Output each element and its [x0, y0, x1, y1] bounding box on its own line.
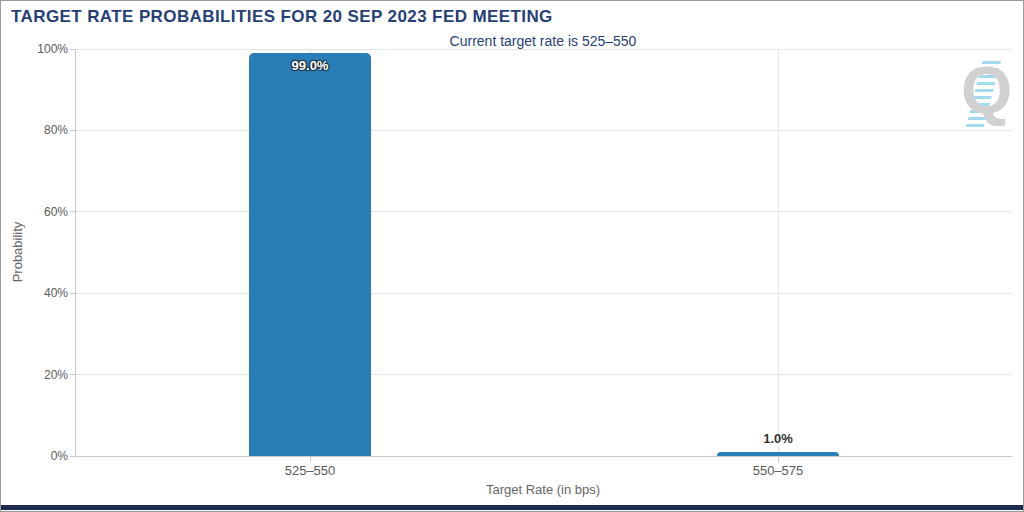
- x-tick: [310, 456, 311, 462]
- x-gridline: [778, 49, 779, 456]
- y-tick-label: 100%: [12, 42, 68, 56]
- y-tick: [70, 211, 76, 212]
- y-tick-label: 20%: [12, 368, 68, 382]
- x-axis-title: Target Rate (in bps): [75, 482, 1011, 497]
- chart-subtitle: Current target rate is 525–550: [75, 33, 1011, 49]
- x-category-label: 525–550: [240, 463, 380, 478]
- x-tick: [778, 456, 779, 462]
- y-tick: [70, 293, 76, 294]
- bar-value-label: 99.0%: [240, 58, 380, 73]
- y-axis-title: Probability: [10, 222, 25, 283]
- y-gridline: [76, 130, 1012, 131]
- y-tick-label: 80%: [12, 123, 68, 137]
- bar-value-label: 1.0%: [708, 431, 848, 446]
- logo-q-letter: Q: [961, 51, 1012, 129]
- bottom-accent-bar: [1, 505, 1023, 510]
- q-logo: Q: [943, 57, 1019, 135]
- y-tick: [70, 456, 76, 457]
- probability-bar[interactable]: [249, 53, 371, 456]
- y-gridline: [76, 49, 1012, 50]
- probability-bar[interactable]: [717, 452, 839, 456]
- y-gridline: [76, 211, 1012, 212]
- y-tick: [70, 49, 76, 50]
- chart-title: TARGET RATE PROBABILITIES FOR 20 SEP 202…: [11, 7, 553, 27]
- y-gridline: [76, 374, 1012, 375]
- y-tick-label: 60%: [12, 205, 68, 219]
- y-tick-label: 40%: [12, 286, 68, 300]
- chart-frame: TARGET RATE PROBABILITIES FOR 20 SEP 202…: [0, 0, 1024, 512]
- y-tick-label: 0%: [12, 449, 68, 463]
- plot-area: 0%20%40%60%80%100%525–55099.0%550–5751.0…: [75, 49, 1012, 457]
- y-tick: [70, 374, 76, 375]
- y-tick: [70, 130, 76, 131]
- y-gridline: [76, 293, 1012, 294]
- x-category-label: 550–575: [708, 463, 848, 478]
